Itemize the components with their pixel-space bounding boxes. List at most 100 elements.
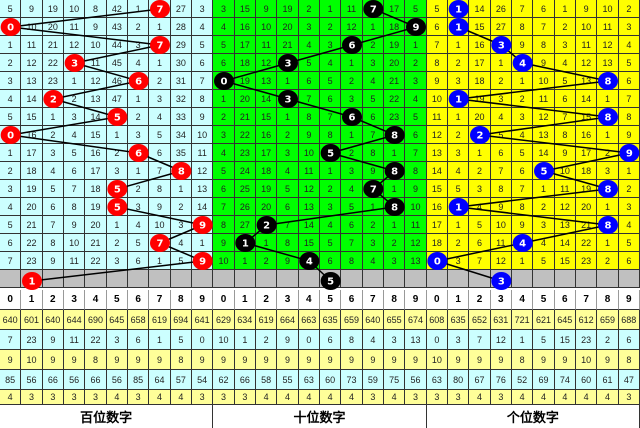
- forecast-cell: [448, 270, 470, 288]
- trend-line: [522, 224, 609, 244]
- ball-digit: 1: [29, 277, 36, 288]
- stat-cell: 619: [149, 310, 171, 330]
- grid-cell: 10: [490, 216, 512, 234]
- grid-cell: 6: [426, 18, 448, 36]
- ball-marker: 9: [619, 144, 640, 162]
- ball-marker: 8: [384, 126, 405, 144]
- ball-digit: 1: [455, 95, 462, 106]
- grid-cell: 13: [298, 198, 320, 216]
- grid-cell: 23: [576, 252, 598, 270]
- stat-cell: 3: [106, 330, 128, 350]
- grid-cell: 2: [149, 72, 171, 90]
- grid-cell: 5: [0, 0, 22, 18]
- ball-digit: 7: [157, 239, 164, 250]
- stat-cell: 66: [234, 370, 256, 390]
- ball-digit: 4: [519, 59, 526, 70]
- ball-marker: 5: [107, 180, 128, 198]
- stat-cell: 3: [426, 390, 448, 405]
- grid-cell: 10: [426, 90, 448, 108]
- column-header: 0: [213, 290, 235, 310]
- column-header: 2: [256, 290, 278, 310]
- forecast-cell: [170, 270, 192, 288]
- grid-cell: 10: [64, 0, 86, 18]
- grid-cell: 11: [533, 90, 555, 108]
- grid-cell: 6: [192, 54, 214, 72]
- ball-digit: 9: [626, 149, 633, 160]
- grid-cell: 16: [426, 198, 448, 216]
- stat-cell: 4: [277, 390, 299, 405]
- grid-cell: 19: [21, 180, 43, 198]
- trend-line: [10, 26, 161, 46]
- stat-cell: 652: [469, 310, 491, 330]
- stat-cell: 655: [384, 310, 406, 330]
- ball-marker: 8: [598, 72, 618, 90]
- ball-marker: 5: [534, 162, 554, 180]
- stat-cell: 601: [21, 310, 43, 330]
- grid-cell: 2: [512, 90, 534, 108]
- grid-cell: 3: [149, 90, 171, 108]
- grid-cell: 34: [170, 126, 192, 144]
- stat-cell: 80: [448, 370, 470, 390]
- column-header: 0: [426, 290, 448, 310]
- grid-cell: 13: [533, 126, 555, 144]
- grid-cell: 7: [426, 36, 448, 54]
- forecast-cell: [234, 270, 256, 288]
- ball-digit: 1: [455, 203, 462, 214]
- grid-cell: 4: [448, 162, 470, 180]
- grid-cell: 8: [512, 198, 534, 216]
- grid-cell: 6: [42, 198, 64, 216]
- grid-cell: 12: [576, 54, 598, 72]
- forecast-cell: [106, 270, 128, 288]
- trend-line: [223, 80, 289, 100]
- grid-cell: 4: [0, 198, 22, 216]
- grid-cell: 8: [85, 0, 107, 18]
- grid-cell: 5: [405, 108, 427, 126]
- grid-cell: 12: [21, 54, 43, 72]
- grid-cell: 4: [533, 234, 555, 252]
- grid-cell: 2: [405, 54, 427, 72]
- grid-cell: 1: [384, 144, 406, 162]
- trend-line: [10, 116, 118, 136]
- ball-marker: 7: [150, 0, 170, 18]
- stat-cell: 3: [234, 390, 256, 405]
- stat-cell: 7: [0, 330, 22, 350]
- stat-cell: 4: [298, 390, 320, 405]
- grid-cell: 27: [490, 18, 512, 36]
- grid-cell: 22: [576, 234, 598, 252]
- ball-digit: 3: [498, 277, 505, 288]
- grid-cell: 3: [128, 198, 150, 216]
- column-header: 9: [192, 290, 214, 310]
- grid-cell: 23: [384, 108, 406, 126]
- ball-digit: 5: [114, 113, 121, 124]
- grid-cell: 1: [234, 252, 256, 270]
- ball-digit: 5: [114, 203, 121, 214]
- stat-cell: 59: [362, 370, 384, 390]
- trend-line: [10, 8, 161, 28]
- grid-cell: 9: [85, 18, 107, 36]
- ball-marker: 2: [43, 90, 64, 108]
- grid-cell: 1: [106, 216, 128, 234]
- ball-marker: 1: [448, 198, 469, 216]
- stat-cell: 5: [170, 330, 192, 350]
- forecast-cell: [149, 270, 171, 288]
- grid-cell: 2: [0, 162, 22, 180]
- stat-cell: 9: [405, 350, 427, 370]
- ball-digit: 2: [263, 221, 270, 232]
- grid-cell: 5: [192, 36, 214, 54]
- grid-cell: 4: [341, 180, 363, 198]
- stat-cell: 8: [170, 350, 192, 370]
- grid-cell: 1: [384, 180, 406, 198]
- grid-cell: 10: [149, 216, 171, 234]
- grid-cell: 1: [170, 180, 192, 198]
- column-header: 4: [298, 290, 320, 310]
- grid-cell: 4: [277, 162, 299, 180]
- stat-cell: 8: [618, 350, 640, 370]
- grid-cell: 3: [213, 126, 235, 144]
- ball-digit: 9: [199, 257, 206, 268]
- stat-cell: 76: [490, 370, 512, 390]
- grid-cell: 8: [533, 36, 555, 54]
- column-header: 5: [106, 290, 128, 310]
- grid-cell: 19: [384, 36, 406, 54]
- forecast-cell: [277, 270, 299, 288]
- grid-cell: 17: [256, 144, 278, 162]
